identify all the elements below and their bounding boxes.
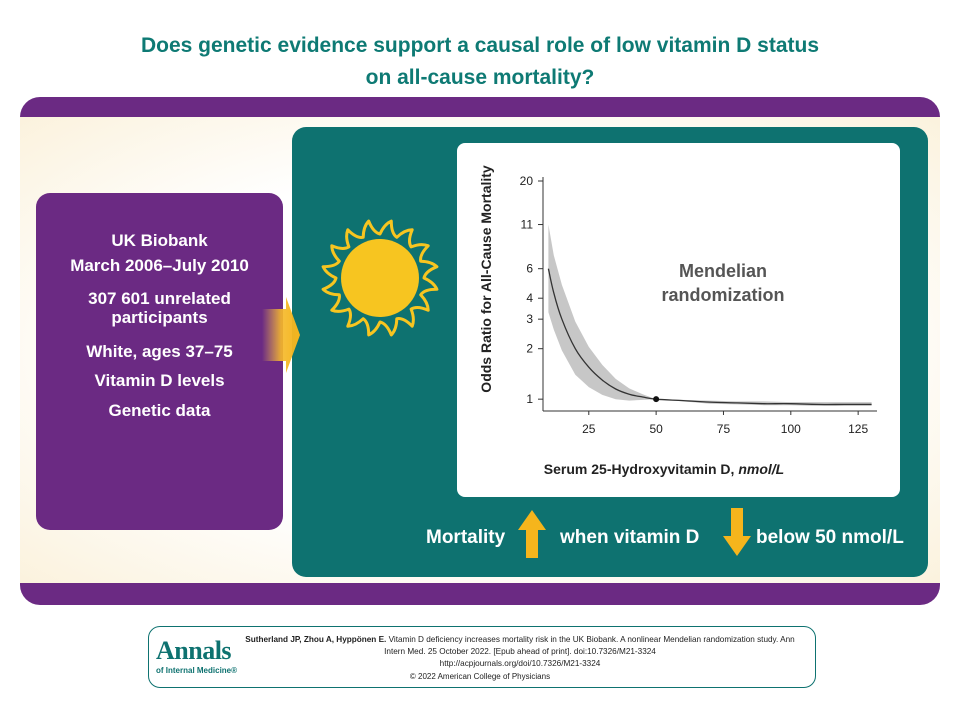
odds-ratio-curve	[547, 268, 872, 406]
participants-line-2: participants	[111, 308, 208, 327]
sun-icon	[321, 219, 439, 337]
annals-logo: Annals	[156, 636, 232, 665]
confidence-interval-band	[548, 224, 872, 406]
citation-doi-link[interactable]: http://acpjournals.org/doi/10.7326/M21-3…	[439, 659, 601, 668]
x-tick-label: 100	[781, 422, 801, 436]
citation-box	[148, 626, 816, 688]
y-tick-label: 2	[526, 342, 533, 356]
participants-line-1: 307 601 unrelated	[88, 289, 231, 308]
citation-line-1: Sutherland JP, Zhou A, Hyppönen E. Vitam…	[240, 634, 800, 646]
x-tick-label: 75	[717, 422, 731, 436]
y-tick-label: 1	[526, 392, 533, 406]
x-tick-label: 125	[848, 422, 868, 436]
odds-ratio-chart: 1 2 3 4 6 11 20 25 50 75 100 125 Mendelian randomi…	[478, 165, 877, 477]
annals-logo-subtitle: of Internal Medicine®	[156, 666, 238, 675]
y-tick-label: 4	[526, 291, 533, 305]
y-axis-label: Odds Ratio for All-Cause Mortality	[478, 165, 494, 393]
page-title: Does genetic evidence support a causal r…	[0, 30, 960, 94]
threshold-text: below 50 nmol/L	[756, 527, 904, 548]
vitamin-d-text: when vitamin D	[560, 527, 700, 548]
sun-rays	[321, 219, 439, 337]
arrow-down-icon	[723, 508, 751, 556]
y-tick-label: 20	[520, 174, 534, 188]
x-axis-label: Serum 25-Hydroxyvitamin D, nmol/L	[544, 461, 784, 477]
study-name: UK Biobank	[111, 231, 208, 250]
citation-text-1: Vitamin D deficiency increases mortality…	[388, 635, 795, 644]
annotation-line-1: Mendelian	[679, 261, 767, 281]
study-dates: March 2006–July 2010	[70, 256, 249, 275]
arrow-right-icon	[262, 297, 300, 373]
genetic-data-item: Genetic data	[108, 401, 211, 420]
title-line-1: Does genetic evidence support a causal r…	[140, 34, 820, 57]
x-tick-label: 50	[649, 422, 663, 436]
x-axis-label-unit: nmol/L	[738, 461, 784, 477]
demographics: White, ages 37–75	[86, 342, 233, 361]
chart-card: 1 2 3 4 6 11 20 25 50 75 100 125 Mendelian randomi…	[457, 143, 900, 497]
y-tick-label: 6	[526, 262, 533, 276]
y-tick-label: 3	[526, 312, 533, 326]
reference-point	[653, 396, 660, 403]
annotation-line-2: randomization	[661, 285, 784, 305]
citation-authors: Sutherland JP, Zhou A, Hyppönen E.	[245, 635, 387, 644]
y-tick-label: 11	[521, 218, 534, 232]
citation-line-2: Intern Med. 25 October 2022. [Epub ahead…	[384, 647, 656, 656]
x-axis-label-main: Serum 25-Hydroxyvitamin D,	[544, 461, 739, 477]
copyright: © 2022 American College of Physicians	[409, 672, 551, 681]
title-line-2: on all-cause mortality?	[365, 66, 595, 89]
x-tick-label: 25	[582, 422, 596, 436]
vitamin-d-item: Vitamin D levels	[94, 371, 225, 390]
arrow-up-icon	[518, 510, 546, 558]
mortality-text: Mortality	[426, 527, 506, 548]
study-info-box: UK Biobank March 2006–July 2010 307 601 …	[36, 193, 283, 530]
citation-text: Sutherland JP, Zhou A, Hyppönen E. Vitam…	[240, 634, 800, 670]
